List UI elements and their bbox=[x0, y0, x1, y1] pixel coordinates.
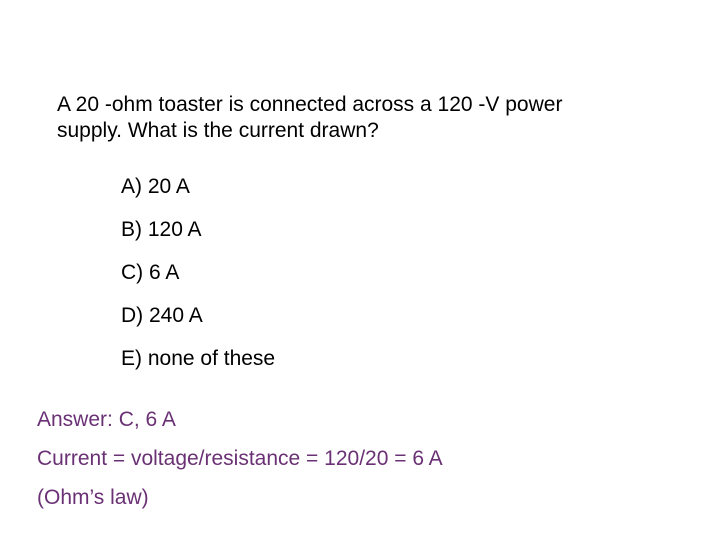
option-a: A) 20 A bbox=[121, 175, 275, 199]
answer-block: Answer: C, 6 A Current = voltage/resista… bbox=[37, 408, 443, 525]
answer-line-3: (Ohm’s law) bbox=[37, 486, 443, 510]
option-e: E) none of these bbox=[121, 347, 275, 371]
option-c: C) 6 A bbox=[121, 261, 275, 285]
option-b: B) 120 A bbox=[121, 218, 275, 242]
answer-line-1: Answer: C, 6 A bbox=[37, 408, 443, 432]
answer-line-2: Current = voltage/resistance = 120/20 = … bbox=[37, 447, 443, 471]
options-list: A) 20 A B) 120 A C) 6 A D) 240 A E) none… bbox=[121, 175, 275, 390]
option-d: D) 240 A bbox=[121, 304, 275, 328]
slide: A 20 -ohm toaster is connected across a … bbox=[0, 0, 720, 540]
question-text: A 20 -ohm toaster is connected across a … bbox=[57, 92, 617, 145]
